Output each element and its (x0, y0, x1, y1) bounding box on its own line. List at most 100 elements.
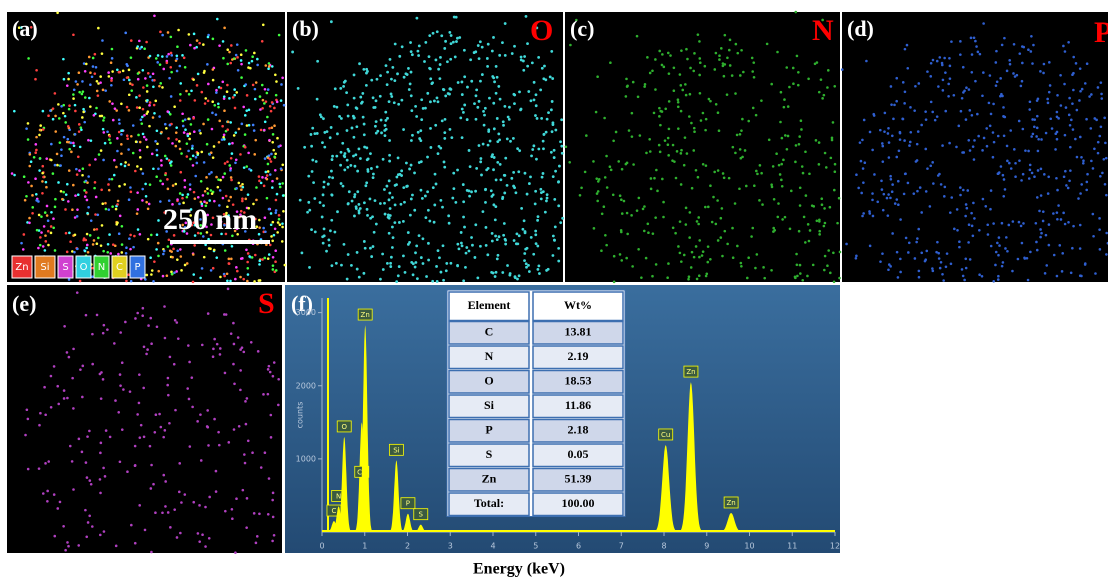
map-dot (920, 124, 923, 127)
map-dot (159, 82, 162, 85)
map-dot (1049, 84, 1052, 87)
map-dot (1072, 89, 1075, 92)
map-dot (971, 225, 974, 228)
map-dot (237, 336, 240, 339)
map-dot (106, 328, 109, 331)
map-dot (1079, 274, 1082, 277)
map-dot (346, 166, 349, 169)
map-dot (366, 214, 369, 217)
map-dot (426, 190, 429, 193)
map-dot (461, 244, 464, 247)
map-dot (139, 233, 142, 236)
map-dot (786, 148, 789, 151)
map-dot (787, 135, 790, 138)
map-dot (410, 71, 413, 74)
map-dot (595, 111, 598, 114)
map-dot (827, 69, 830, 72)
map-dot (1020, 179, 1023, 182)
map-dot (155, 175, 158, 178)
map-dot (240, 53, 243, 56)
map-dot (738, 187, 741, 190)
map-dot (356, 268, 359, 271)
map-dot (918, 270, 921, 273)
map-dot (522, 69, 525, 72)
map-dot (956, 208, 959, 211)
map-dot (363, 146, 366, 149)
map-dot (609, 165, 612, 168)
map-dot (271, 186, 274, 189)
map-dot (1082, 162, 1085, 165)
map-dot (27, 138, 30, 141)
map-dot (962, 66, 965, 69)
map-dot (235, 91, 238, 94)
map-dot (688, 236, 691, 239)
map-dot (127, 273, 130, 276)
map-dot (149, 101, 152, 104)
map-dot (982, 22, 985, 25)
map-dot (1048, 61, 1051, 64)
map-dot (461, 93, 464, 96)
map-dot (947, 95, 950, 98)
map-dot (411, 134, 414, 137)
map-dot (41, 172, 44, 175)
map-dot (258, 219, 261, 222)
map-dot (138, 373, 141, 376)
map-dot (420, 189, 423, 192)
map-dot (495, 271, 498, 274)
map-dot (262, 23, 265, 26)
map-dot (914, 257, 917, 260)
map-dot (374, 125, 377, 128)
map-dot (258, 180, 261, 183)
map-dot (129, 234, 132, 237)
map-dot (264, 157, 267, 160)
map-dot (68, 356, 71, 359)
map-dot (314, 230, 317, 233)
map-dot (1098, 217, 1101, 220)
table-cell-text: O (484, 374, 493, 388)
map-dot (236, 270, 239, 273)
map-dot (667, 143, 670, 146)
map-dot (492, 36, 495, 39)
map-dot (612, 193, 615, 196)
map-dot (796, 55, 799, 58)
map-dot (347, 253, 350, 256)
map-dot (862, 167, 865, 170)
map-dot (959, 194, 962, 197)
map-dot (271, 101, 274, 104)
map-dot (91, 275, 94, 278)
map-dot (228, 258, 231, 261)
map-dot (247, 152, 250, 155)
map-dot (245, 109, 248, 112)
map-dot (105, 429, 108, 432)
map-dot (142, 108, 145, 111)
map-dot (174, 319, 177, 322)
map-dot (343, 154, 346, 157)
map-dot (329, 229, 332, 232)
map-dot (756, 173, 759, 176)
map-dot (80, 126, 83, 129)
map-dot (939, 267, 942, 270)
map-dot (227, 288, 230, 291)
map-dot (221, 125, 224, 128)
map-dot (689, 211, 692, 214)
map-dot (189, 44, 192, 47)
map-dot (347, 203, 350, 206)
map-dot (213, 338, 216, 341)
map-dot (97, 27, 100, 30)
map-dot (353, 97, 356, 100)
map-dot (1012, 220, 1015, 223)
map-dot (740, 49, 743, 52)
map-dot (701, 254, 704, 257)
map-dot (170, 54, 173, 57)
map-dot (1052, 212, 1055, 215)
map-dot (118, 131, 121, 134)
map-dot (149, 75, 152, 78)
map-dot (761, 203, 764, 206)
map-dot (580, 187, 583, 190)
table-cell-text: 18.53 (565, 374, 592, 388)
map-dot (960, 110, 963, 113)
map-dot (153, 112, 156, 115)
map-dot (959, 186, 962, 189)
map-dot (963, 90, 966, 93)
map-dot (336, 210, 339, 213)
